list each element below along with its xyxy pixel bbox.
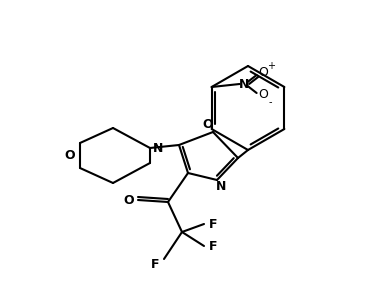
Text: F: F [209, 239, 217, 253]
Text: O: O [259, 67, 268, 79]
Text: N: N [153, 142, 163, 154]
Text: F: F [151, 258, 159, 272]
Text: -: - [269, 97, 272, 107]
Text: O: O [259, 88, 268, 102]
Text: F: F [209, 218, 217, 230]
Text: O: O [65, 149, 75, 162]
Text: +: + [267, 61, 274, 71]
Text: O: O [124, 194, 134, 206]
Text: O: O [203, 119, 213, 131]
Text: N: N [216, 180, 226, 192]
Text: N: N [238, 77, 249, 91]
